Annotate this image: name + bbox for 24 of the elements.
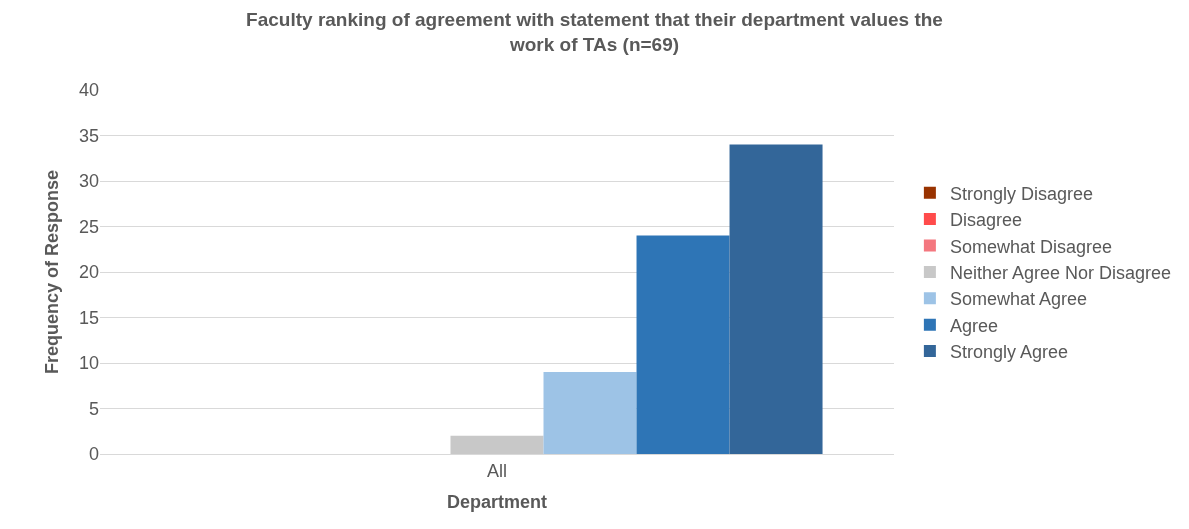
legend-label: Strongly Disagree	[949, 183, 1093, 204]
chart-title: Faculty ranking of agreement with statement that their department values the work of TAs (n=69)	[246, 9, 943, 56]
y-tick-label: 30	[78, 171, 99, 192]
x-tick-label: All	[486, 460, 508, 481]
bar	[450, 435, 544, 454]
y-tick-label: 0	[88, 444, 99, 465]
legend-label: Agree	[949, 315, 998, 336]
legend-label: Somewhat Disagree	[949, 236, 1112, 257]
y-tick-label: 35	[78, 125, 99, 146]
bar	[729, 144, 823, 454]
legend-label: Neither Agree Nor Disagree	[949, 262, 1171, 283]
y-tick-label: 25	[78, 216, 99, 237]
y-axis-title: Frequency of Response	[42, 169, 63, 375]
legend-label: Strongly Agree	[949, 342, 1068, 363]
y-tick-label: 20	[78, 262, 99, 283]
legend-label: Somewhat Agree	[949, 289, 1087, 310]
y-tick-label: 40	[78, 80, 99, 101]
legend-label: Disagree	[949, 210, 1022, 231]
bar	[543, 372, 637, 454]
bar	[636, 235, 730, 454]
y-tick-label: 10	[78, 353, 99, 374]
x-axis-title: Department	[446, 491, 548, 512]
y-tick-label: 15	[78, 307, 99, 328]
y-tick-label: 5	[88, 398, 99, 419]
